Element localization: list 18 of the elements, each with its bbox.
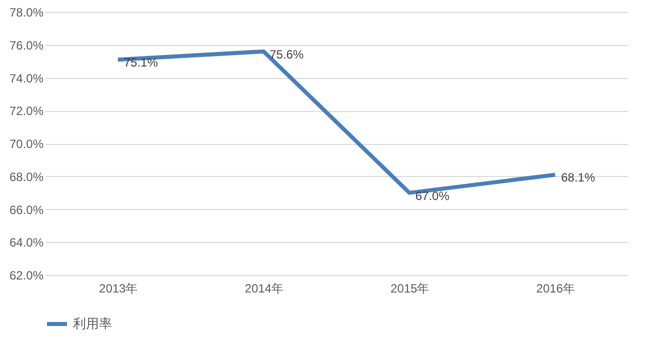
y-tick-label: 64.0% <box>9 236 44 250</box>
y-tick-label: 62.0% <box>9 268 44 282</box>
x-tick-label: 2014年 <box>244 282 284 296</box>
y-tick-label: 68.0% <box>9 170 44 184</box>
x-tick-label: 2015年 <box>390 282 430 296</box>
y-tick-label: 78.0% <box>9 6 44 20</box>
y-tick-label: 72.0% <box>9 104 44 118</box>
data-label: 67.0% <box>415 188 450 203</box>
data-label: 75.6% <box>270 47 304 62</box>
data-label: 68.1% <box>561 170 596 185</box>
data-label: 75.1% <box>124 56 158 70</box>
x-tick-label: 2013年 <box>99 282 138 296</box>
legend-label: 利用率 <box>73 316 112 331</box>
y-tick-label: 70.0% <box>9 137 44 151</box>
y-tick-label: 74.0% <box>9 71 44 86</box>
y-tick-label: 76.0% <box>9 38 44 52</box>
x-tick-label: 2016年 <box>536 282 575 296</box>
y-tick-label: 66.0% <box>9 202 44 217</box>
